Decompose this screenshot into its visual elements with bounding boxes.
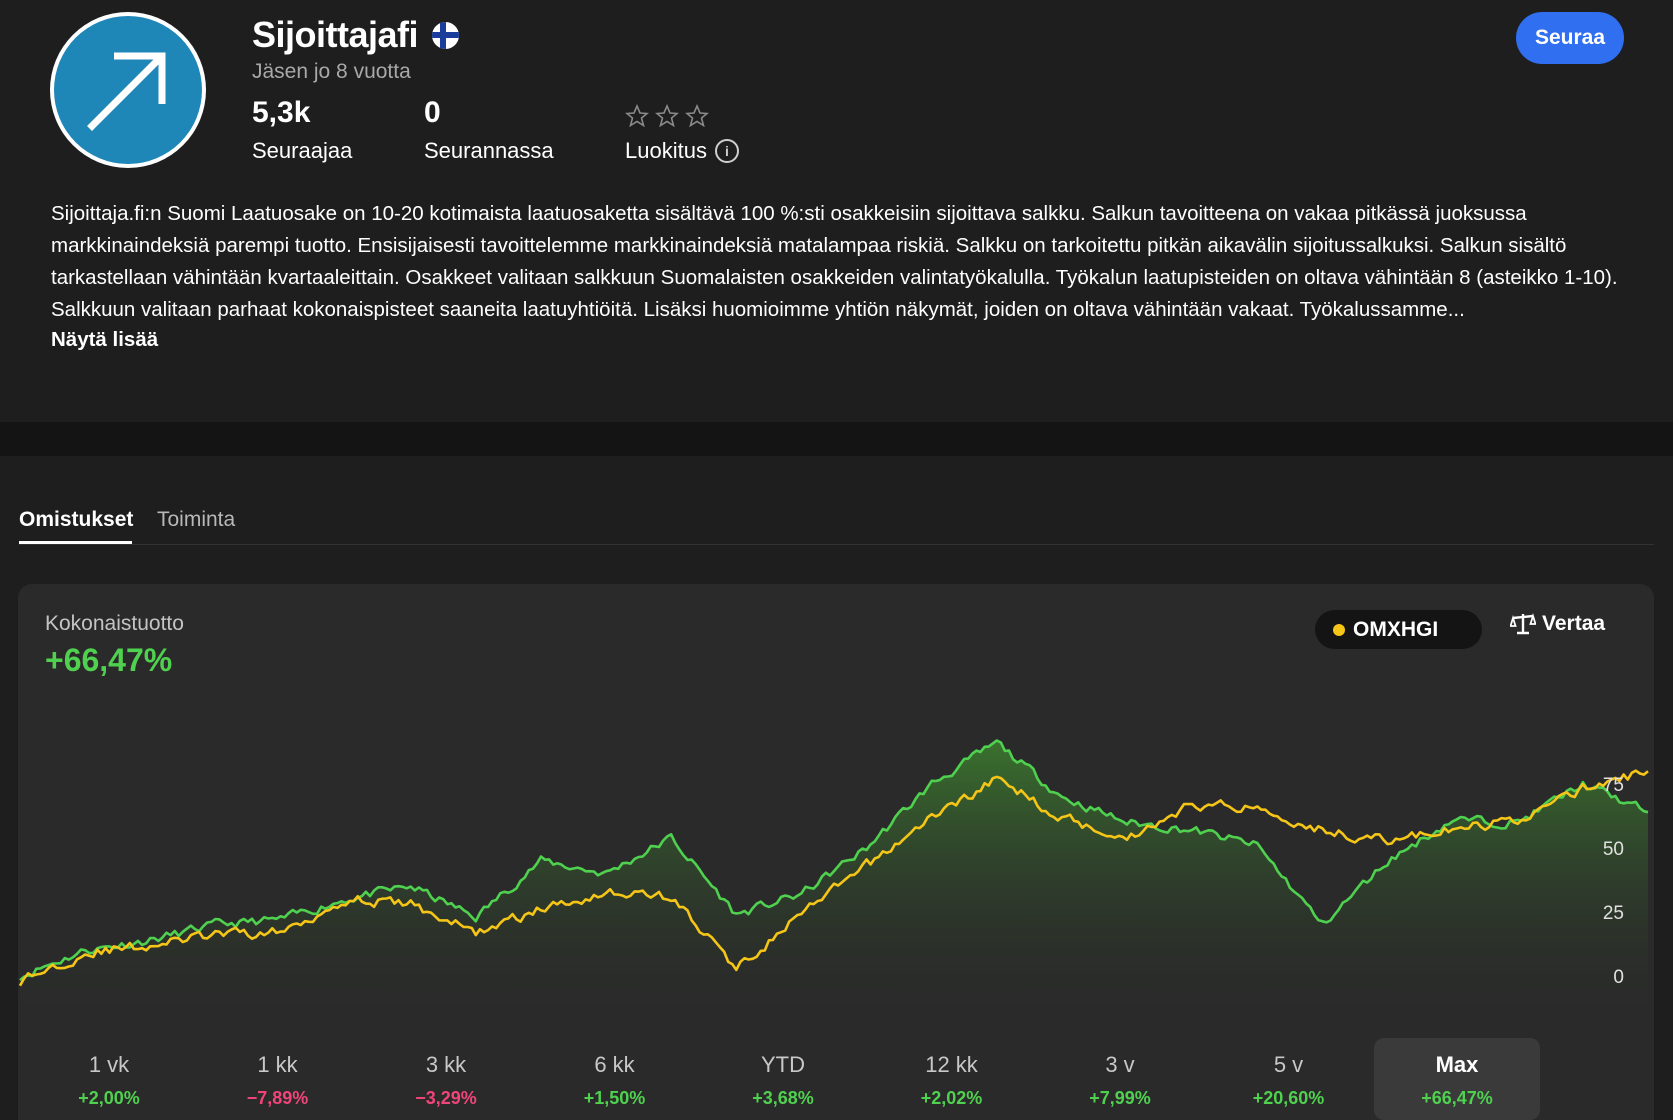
period-tab[interactable]: 1 vk +2,00% — [26, 1038, 192, 1120]
period-label: 6 kk — [594, 1052, 635, 1077]
performance-chart[interactable]: 0 25 50 75 — [18, 584, 1654, 1034]
period-tab[interactable]: 6 kk +1,50% — [532, 1038, 698, 1120]
period-tab[interactable]: 1 kk −7,89% — [195, 1038, 361, 1120]
benchmark-dot-icon — [1333, 623, 1345, 636]
following-count[interactable]: 0 — [424, 96, 441, 129]
period-return: +66,47% — [1421, 1088, 1493, 1108]
period-tab[interactable]: Max +66,47% — [1374, 1038, 1540, 1120]
info-icon[interactable]: i — [714, 139, 739, 163]
period-tab[interactable]: 3 kk −3,29% — [363, 1038, 529, 1120]
period-return: +3,68% — [752, 1088, 814, 1108]
period-tab[interactable]: 12 kk +2,02% — [869, 1038, 1035, 1120]
period-label: 3 kk — [425, 1052, 467, 1077]
benchmark-label: OMXHGI — [1353, 617, 1439, 641]
period-label: 3 v — [1105, 1052, 1135, 1077]
scale-icon — [1510, 612, 1536, 635]
show-more-link[interactable]: Näytä lisää — [51, 328, 159, 351]
y-tick-label: 0 — [1613, 967, 1624, 988]
followers-label[interactable]: Seuraajaa — [252, 138, 353, 163]
period-tab[interactable]: YTD +3,68% — [700, 1038, 866, 1120]
star-icon — [655, 104, 679, 128]
avatar — [50, 12, 206, 168]
following-label[interactable]: Seurannassa — [424, 138, 554, 163]
profile-name-row: Sijoittajafi — [252, 14, 460, 56]
benchmark-selector[interactable]: OMXHGI — [1315, 610, 1482, 649]
period-return: +2,02% — [920, 1088, 983, 1108]
period-label: Max — [1435, 1052, 1479, 1077]
total-return-label: Kokonaistuotto — [45, 612, 184, 635]
period-return: +1,50% — [583, 1088, 646, 1108]
period-return: +2,00% — [78, 1088, 140, 1108]
total-return-value: +66,47% — [45, 642, 173, 678]
star-icon — [685, 104, 709, 128]
member-since: Jäsen jo 8 vuotta — [252, 60, 411, 83]
period-return: −3,29% — [415, 1088, 477, 1108]
section-divider — [0, 422, 1673, 456]
y-tick-label: 50 — [1603, 839, 1624, 860]
profile-name: Sijoittajafi — [252, 14, 419, 55]
period-return: −7,89% — [246, 1088, 309, 1108]
y-tick-label: 25 — [1603, 903, 1624, 924]
tab-bar — [0, 456, 1673, 546]
finland-flag-icon — [432, 21, 460, 49]
period-tab[interactable]: 5 v +20,60% — [1206, 1038, 1372, 1120]
rating-label: Luokitus — [625, 138, 707, 163]
profile-header: Sijoittajafi Jäsen jo 8 vuotta 5,3k Seur… — [0, 0, 1673, 422]
followers-count[interactable]: 5,3k — [252, 96, 311, 129]
arrow-up-right-icon — [54, 16, 202, 164]
rating-stars — [625, 104, 709, 128]
compare-button[interactable]: Vertaa — [1510, 612, 1605, 636]
active-tab-indicator — [19, 541, 132, 544]
period-selector: 1 vk +2,00% 1 kk −7,89% 3 kk −3,29% 6 kk +1,50%… — [18, 1038, 1654, 1120]
tab-activity[interactable]: Toiminta — [157, 508, 236, 531]
period-tab[interactable]: 3 v +7,99% — [1037, 1038, 1203, 1120]
period-label: 12 kk — [925, 1052, 978, 1077]
tab-holdings[interactable]: Omistukset — [19, 508, 134, 531]
period-label: 1 vk — [88, 1052, 130, 1077]
period-label: 1 kk — [257, 1052, 298, 1077]
period-return: +20,60% — [1252, 1088, 1325, 1108]
period-return: +7,99% — [1089, 1088, 1151, 1108]
compare-label: Vertaa — [1542, 612, 1606, 635]
performance-card: Kokonaistuotto +66,47% OMXHGI Vertaa 0 25… — [18, 584, 1654, 1120]
benchmark-line — [18, 769, 1649, 987]
star-icon — [625, 104, 649, 128]
profile-description: Sijoittaja.fi:n Suomi Laatuosake on 10-2… — [51, 202, 1618, 321]
y-tick-label: 75 — [1603, 775, 1624, 796]
period-label: YTD — [761, 1052, 805, 1077]
rating-label-row: Luokitus i — [625, 138, 739, 164]
tab-divider — [19, 544, 1654, 545]
follow-button[interactable]: Seuraa — [1516, 12, 1624, 64]
portfolio-line — [19, 739, 1649, 982]
period-label: 5 v — [1273, 1052, 1304, 1077]
